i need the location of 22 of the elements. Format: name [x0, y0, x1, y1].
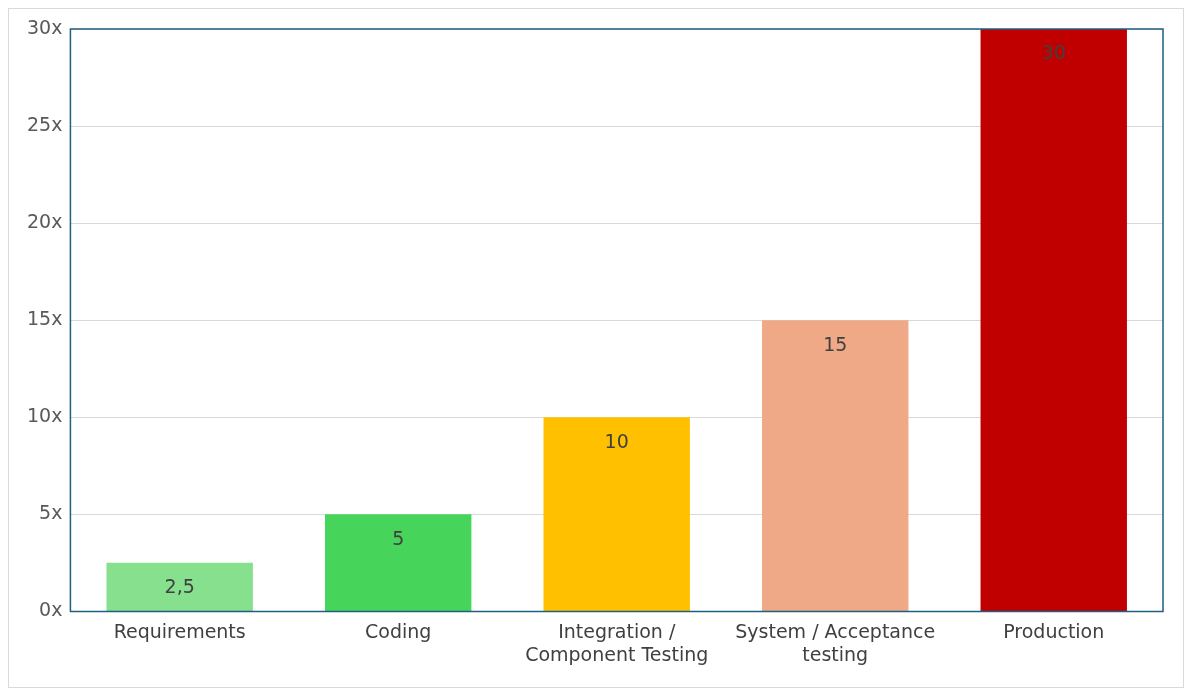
data-label: 15	[823, 332, 848, 355]
y-tick-label: 20x	[27, 210, 63, 233]
bar	[543, 417, 690, 611]
bar	[980, 29, 1127, 611]
x-tick-label: Production	[1003, 619, 1105, 642]
y-tick-label: 0x	[39, 598, 63, 621]
y-tick-label: 5x	[39, 501, 63, 524]
y-tick-label: 15x	[27, 307, 63, 330]
data-label: 30	[1041, 41, 1066, 64]
bar	[762, 320, 909, 611]
x-tick-label: Integration / Component Testing	[525, 619, 709, 665]
bar	[324, 514, 472, 611]
y-tick-label: 25x	[27, 113, 63, 135]
y-tick-label: 30x	[27, 15, 63, 38]
y-tick-label: 10x	[27, 404, 63, 427]
x-tick-label: Requirements	[113, 619, 246, 642]
data-label: 2,5	[164, 575, 195, 598]
x-tick-label: System / Acceptance testing	[735, 619, 936, 665]
x-tick-label: Coding	[365, 619, 432, 642]
data-label: 5	[392, 526, 405, 549]
bar	[106, 562, 253, 611]
data-label: 10	[604, 429, 629, 452]
